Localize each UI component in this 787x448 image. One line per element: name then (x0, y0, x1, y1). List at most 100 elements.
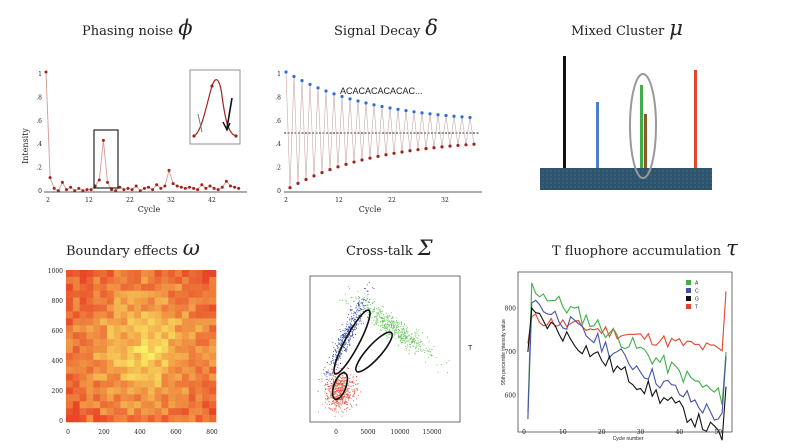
scatter-point-green (387, 322, 389, 324)
scatter-point-blue (345, 348, 346, 350)
scatter-point-green (412, 338, 413, 340)
scatter-point-red (346, 404, 348, 405)
scatter-point-red (337, 385, 339, 387)
scatter-point-blue (358, 303, 360, 305)
heatmap-cell (66, 270, 74, 278)
scatter-point-blue (349, 318, 351, 320)
crosstalk-x-tick: 0 (334, 429, 338, 436)
heatmap-cell (66, 346, 74, 354)
scatter-point-red (344, 392, 346, 394)
scatter-point-green (361, 308, 363, 310)
heatmap-cell (113, 311, 121, 319)
scatter-point-green (387, 317, 389, 319)
phasing-point (167, 168, 171, 172)
heatmap-cell (154, 283, 162, 292)
scatter-point-red (343, 385, 345, 387)
scatter-point-green (391, 321, 393, 323)
heatmap-cell (134, 401, 142, 409)
scatter-point-green (376, 308, 378, 310)
heatmap-cell (86, 408, 94, 416)
heatmap-cell (161, 304, 169, 312)
scatter-point-blue (346, 331, 348, 333)
heatmap-cell (147, 325, 155, 333)
scatter-point-red (338, 367, 340, 369)
scatter-point-blue (332, 358, 334, 359)
scatter-point-red (340, 389, 342, 391)
scatter-point-blue (360, 302, 362, 304)
phasing-point (216, 188, 220, 192)
scatter-point-green (406, 336, 408, 338)
decay-point (452, 114, 456, 118)
decay-point (400, 150, 404, 154)
scatter-point-red (338, 399, 340, 401)
heatmap-cell (195, 415, 203, 423)
heatmap-cell (106, 387, 115, 395)
scatter-point-green (373, 324, 375, 326)
heatmap-cell (106, 318, 115, 326)
scatter-point-green (415, 335, 417, 337)
scatter-point-red (334, 408, 336, 410)
heatmap-cell (113, 346, 121, 354)
heatmap-cell (106, 352, 115, 361)
scatter-point-green (357, 291, 359, 293)
scatter-point-blue (340, 363, 341, 365)
scatter-point-blue (340, 355, 342, 357)
scatter-point-green (364, 314, 366, 316)
scatter-point-red (334, 389, 336, 391)
heatmap-cell (66, 380, 74, 388)
heatmap-cell (202, 276, 210, 285)
heatmap-cell (209, 380, 217, 388)
decay-point (296, 181, 300, 185)
scatter-point-blue (362, 303, 363, 305)
scatter-point-red (331, 379, 333, 381)
scatter-point-red (329, 385, 331, 387)
scatter-point-green (400, 326, 402, 328)
scatter-point-red (329, 388, 331, 390)
boundary-title: Boundary effects ω (66, 236, 200, 260)
scatter-point-red (347, 385, 349, 387)
scatter-point-red (333, 382, 335, 384)
scatter-point-green (405, 348, 407, 350)
heatmap-cell (202, 401, 210, 409)
phasing-point (114, 189, 118, 193)
scatter-point-green (400, 335, 402, 337)
scatter-point-blue (359, 317, 361, 319)
scatter-point-green (378, 314, 380, 316)
scatter-point-blue (352, 330, 354, 332)
heatmap-cell (161, 276, 169, 285)
scatter-point-green (405, 337, 406, 339)
scatter-point-green (401, 334, 403, 336)
phasing-x-label: Cycle (138, 205, 161, 214)
scatter-point-green (355, 307, 357, 309)
scatter-point-red (331, 386, 333, 387)
scatter-point-blue (340, 354, 342, 355)
heatmap-cell (188, 283, 196, 292)
crosstalk-x-tick: 15000 (422, 429, 441, 436)
decay-sequence-label: ACACACACACAC... (340, 86, 423, 96)
scatter-point-red (341, 383, 343, 385)
scatter-point-blue (363, 299, 365, 301)
scatter-point-red (329, 408, 331, 410)
decay-point (292, 74, 296, 79)
scatter-point-green (378, 312, 379, 314)
heatmap-cell (209, 304, 217, 312)
scatter-point-red (354, 390, 356, 392)
heatmap-cell (168, 332, 176, 340)
scatter-point-green (375, 321, 377, 323)
heatmap-cell (127, 270, 135, 278)
heatmap-cell (181, 346, 190, 354)
scatter-point-blue (352, 329, 354, 331)
scatter-point-green (404, 341, 406, 343)
scatter-point-green (345, 302, 347, 304)
scatter-point-green (428, 341, 430, 343)
t-accumulation-plot: 95th percentile intensity value Cycle nu… (501, 271, 733, 442)
scatter-point-blue (346, 323, 348, 325)
heatmap-cell (93, 304, 101, 312)
phasing-point (122, 188, 126, 192)
scatter-point-blue (355, 316, 357, 318)
scatter-point-green (416, 342, 418, 344)
scatter-point-red (329, 381, 331, 382)
scatter-point-green (388, 321, 390, 323)
heatmap-cell (79, 304, 87, 312)
